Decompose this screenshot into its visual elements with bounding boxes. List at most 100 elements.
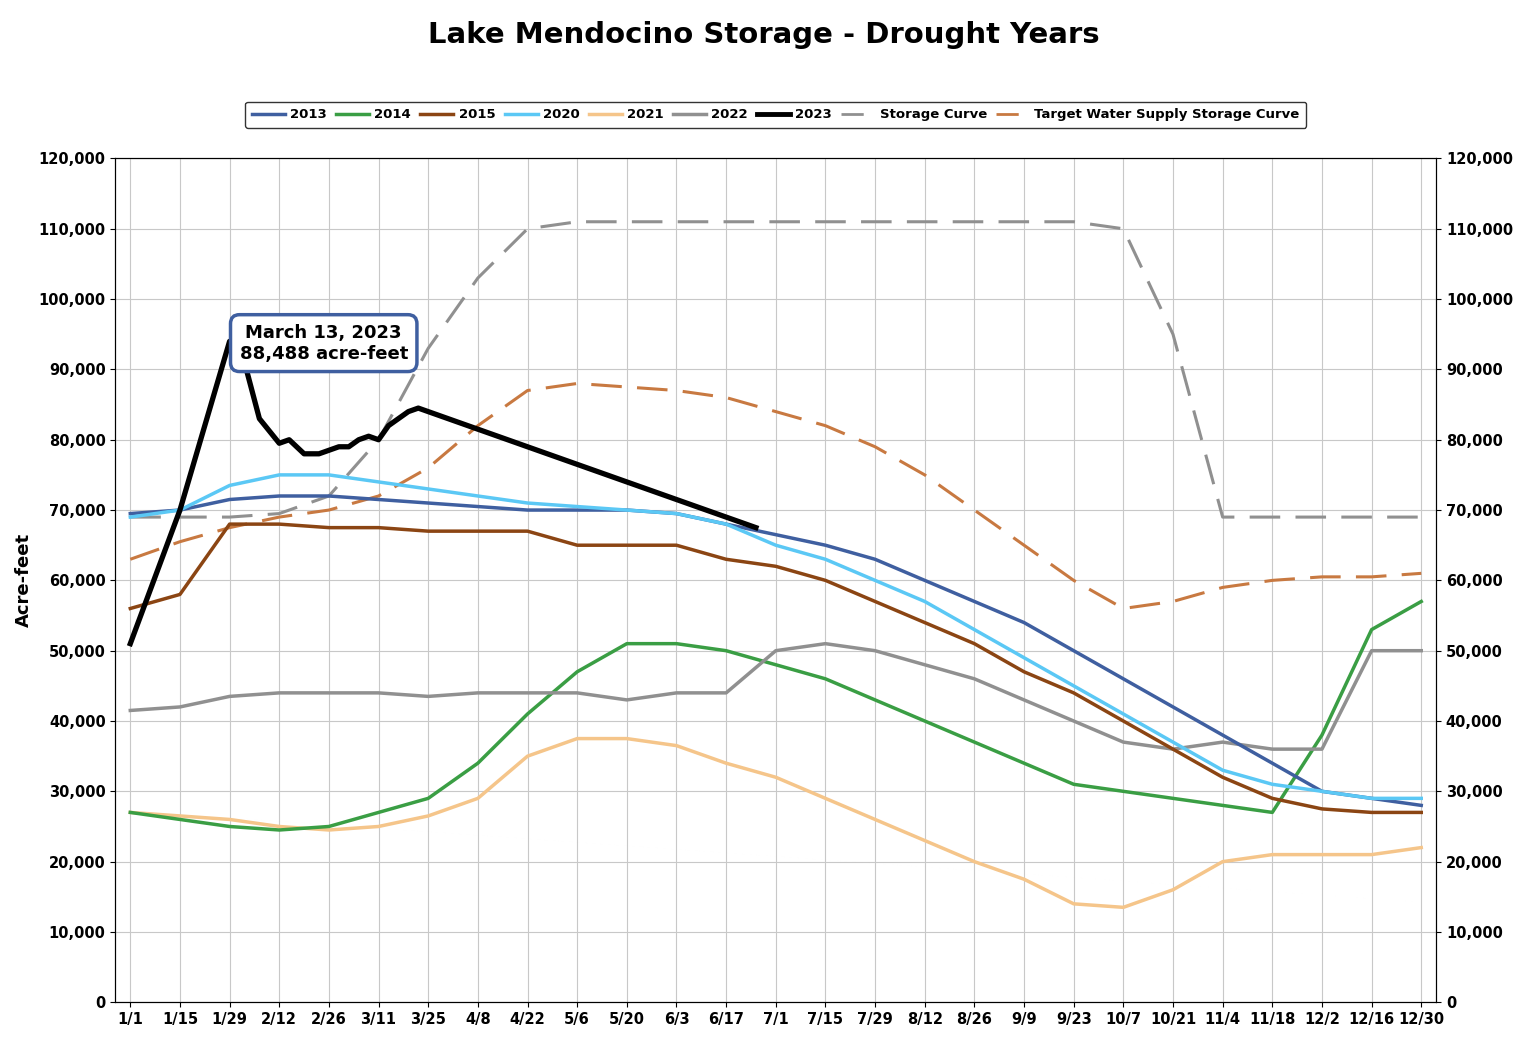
2013 bbox=[816, 539, 834, 551]
2021 bbox=[816, 792, 834, 804]
2020 bbox=[1363, 792, 1381, 804]
2014 bbox=[767, 659, 785, 671]
2014 bbox=[171, 813, 189, 825]
2021 bbox=[419, 810, 437, 822]
2022 bbox=[1313, 743, 1331, 755]
Line: 2021: 2021 bbox=[130, 739, 1421, 908]
2013 bbox=[1412, 799, 1430, 812]
2014 bbox=[121, 807, 139, 819]
2020 bbox=[1065, 679, 1083, 692]
2021 bbox=[319, 824, 338, 837]
Storage Curve bbox=[270, 507, 289, 520]
2020 bbox=[1313, 785, 1331, 797]
2013 bbox=[668, 507, 686, 520]
Storage Curve bbox=[568, 216, 587, 228]
Target Water Supply Storage Curve bbox=[370, 490, 388, 502]
2015 bbox=[1164, 743, 1183, 755]
2020 bbox=[617, 503, 636, 516]
2021 bbox=[717, 756, 735, 769]
2013 bbox=[1213, 728, 1232, 741]
2023 bbox=[697, 503, 715, 516]
2020 bbox=[966, 623, 984, 636]
Target Water Supply Storage Curve bbox=[866, 441, 885, 453]
2022 bbox=[171, 700, 189, 713]
2021 bbox=[270, 820, 289, 833]
2015 bbox=[469, 525, 487, 538]
2021 bbox=[1213, 855, 1232, 868]
2013 bbox=[220, 493, 238, 505]
Target Water Supply Storage Curve bbox=[319, 503, 338, 516]
Target Water Supply Storage Curve bbox=[518, 384, 536, 397]
Storage Curve bbox=[1065, 216, 1083, 228]
2013 bbox=[121, 507, 139, 520]
Storage Curve bbox=[469, 272, 487, 284]
Storage Curve bbox=[419, 342, 437, 354]
Target Water Supply Storage Curve bbox=[419, 462, 437, 474]
2014 bbox=[1213, 799, 1232, 812]
2020 bbox=[816, 553, 834, 566]
2015 bbox=[717, 553, 735, 566]
2015 bbox=[1114, 715, 1132, 727]
2022 bbox=[866, 644, 885, 656]
2022 bbox=[1164, 743, 1183, 755]
2020 bbox=[915, 595, 934, 607]
2014 bbox=[319, 820, 338, 833]
2013 bbox=[518, 503, 536, 516]
2022 bbox=[1065, 715, 1083, 727]
2020 bbox=[469, 490, 487, 502]
2022 bbox=[568, 687, 587, 699]
Target Water Supply Storage Curve bbox=[121, 553, 139, 566]
2013 bbox=[866, 553, 885, 566]
2020 bbox=[1114, 708, 1132, 720]
2013 bbox=[915, 574, 934, 587]
2013 bbox=[966, 595, 984, 607]
Storage Curve bbox=[915, 216, 934, 228]
Text: Lake Mendocino Storage - Drought Years: Lake Mendocino Storage - Drought Years bbox=[428, 21, 1100, 49]
2022 bbox=[617, 694, 636, 706]
2021 bbox=[1065, 897, 1083, 910]
Target Water Supply Storage Curve bbox=[1114, 602, 1132, 615]
2022 bbox=[1363, 644, 1381, 656]
2014 bbox=[866, 694, 885, 706]
2023 bbox=[121, 638, 139, 650]
2014 bbox=[220, 820, 238, 833]
2015 bbox=[419, 525, 437, 538]
2020 bbox=[419, 482, 437, 495]
2013 bbox=[1114, 672, 1132, 685]
Line: 2014: 2014 bbox=[130, 601, 1421, 830]
2013 bbox=[171, 503, 189, 516]
Target Water Supply Storage Curve bbox=[1313, 571, 1331, 584]
2015 bbox=[668, 539, 686, 551]
2014 bbox=[1363, 623, 1381, 636]
Y-axis label: Acre-feet: Acre-feet bbox=[15, 534, 34, 627]
2015 bbox=[816, 574, 834, 587]
2013 bbox=[617, 503, 636, 516]
2020 bbox=[220, 479, 238, 492]
Target Water Supply Storage Curve bbox=[1213, 581, 1232, 594]
2014 bbox=[1114, 785, 1132, 797]
2022 bbox=[270, 687, 289, 699]
2023 bbox=[379, 420, 397, 432]
Storage Curve bbox=[319, 490, 338, 502]
2022 bbox=[469, 687, 487, 699]
2013 bbox=[1313, 785, 1331, 797]
2020 bbox=[717, 518, 735, 530]
2020 bbox=[1164, 736, 1183, 748]
2014 bbox=[469, 756, 487, 769]
2020 bbox=[370, 476, 388, 489]
Target Water Supply Storage Curve bbox=[966, 503, 984, 516]
2015 bbox=[1264, 792, 1282, 804]
2013 bbox=[1363, 792, 1381, 804]
2013 bbox=[319, 490, 338, 502]
2020 bbox=[518, 497, 536, 510]
Line: 2023: 2023 bbox=[130, 342, 756, 644]
2022 bbox=[1213, 736, 1232, 748]
2015 bbox=[370, 521, 388, 534]
Storage Curve bbox=[767, 216, 785, 228]
2015 bbox=[767, 560, 785, 572]
2013 bbox=[717, 518, 735, 530]
2021 bbox=[220, 813, 238, 825]
2023 bbox=[538, 448, 556, 461]
Storage Curve bbox=[1412, 511, 1430, 523]
2022 bbox=[220, 690, 238, 702]
